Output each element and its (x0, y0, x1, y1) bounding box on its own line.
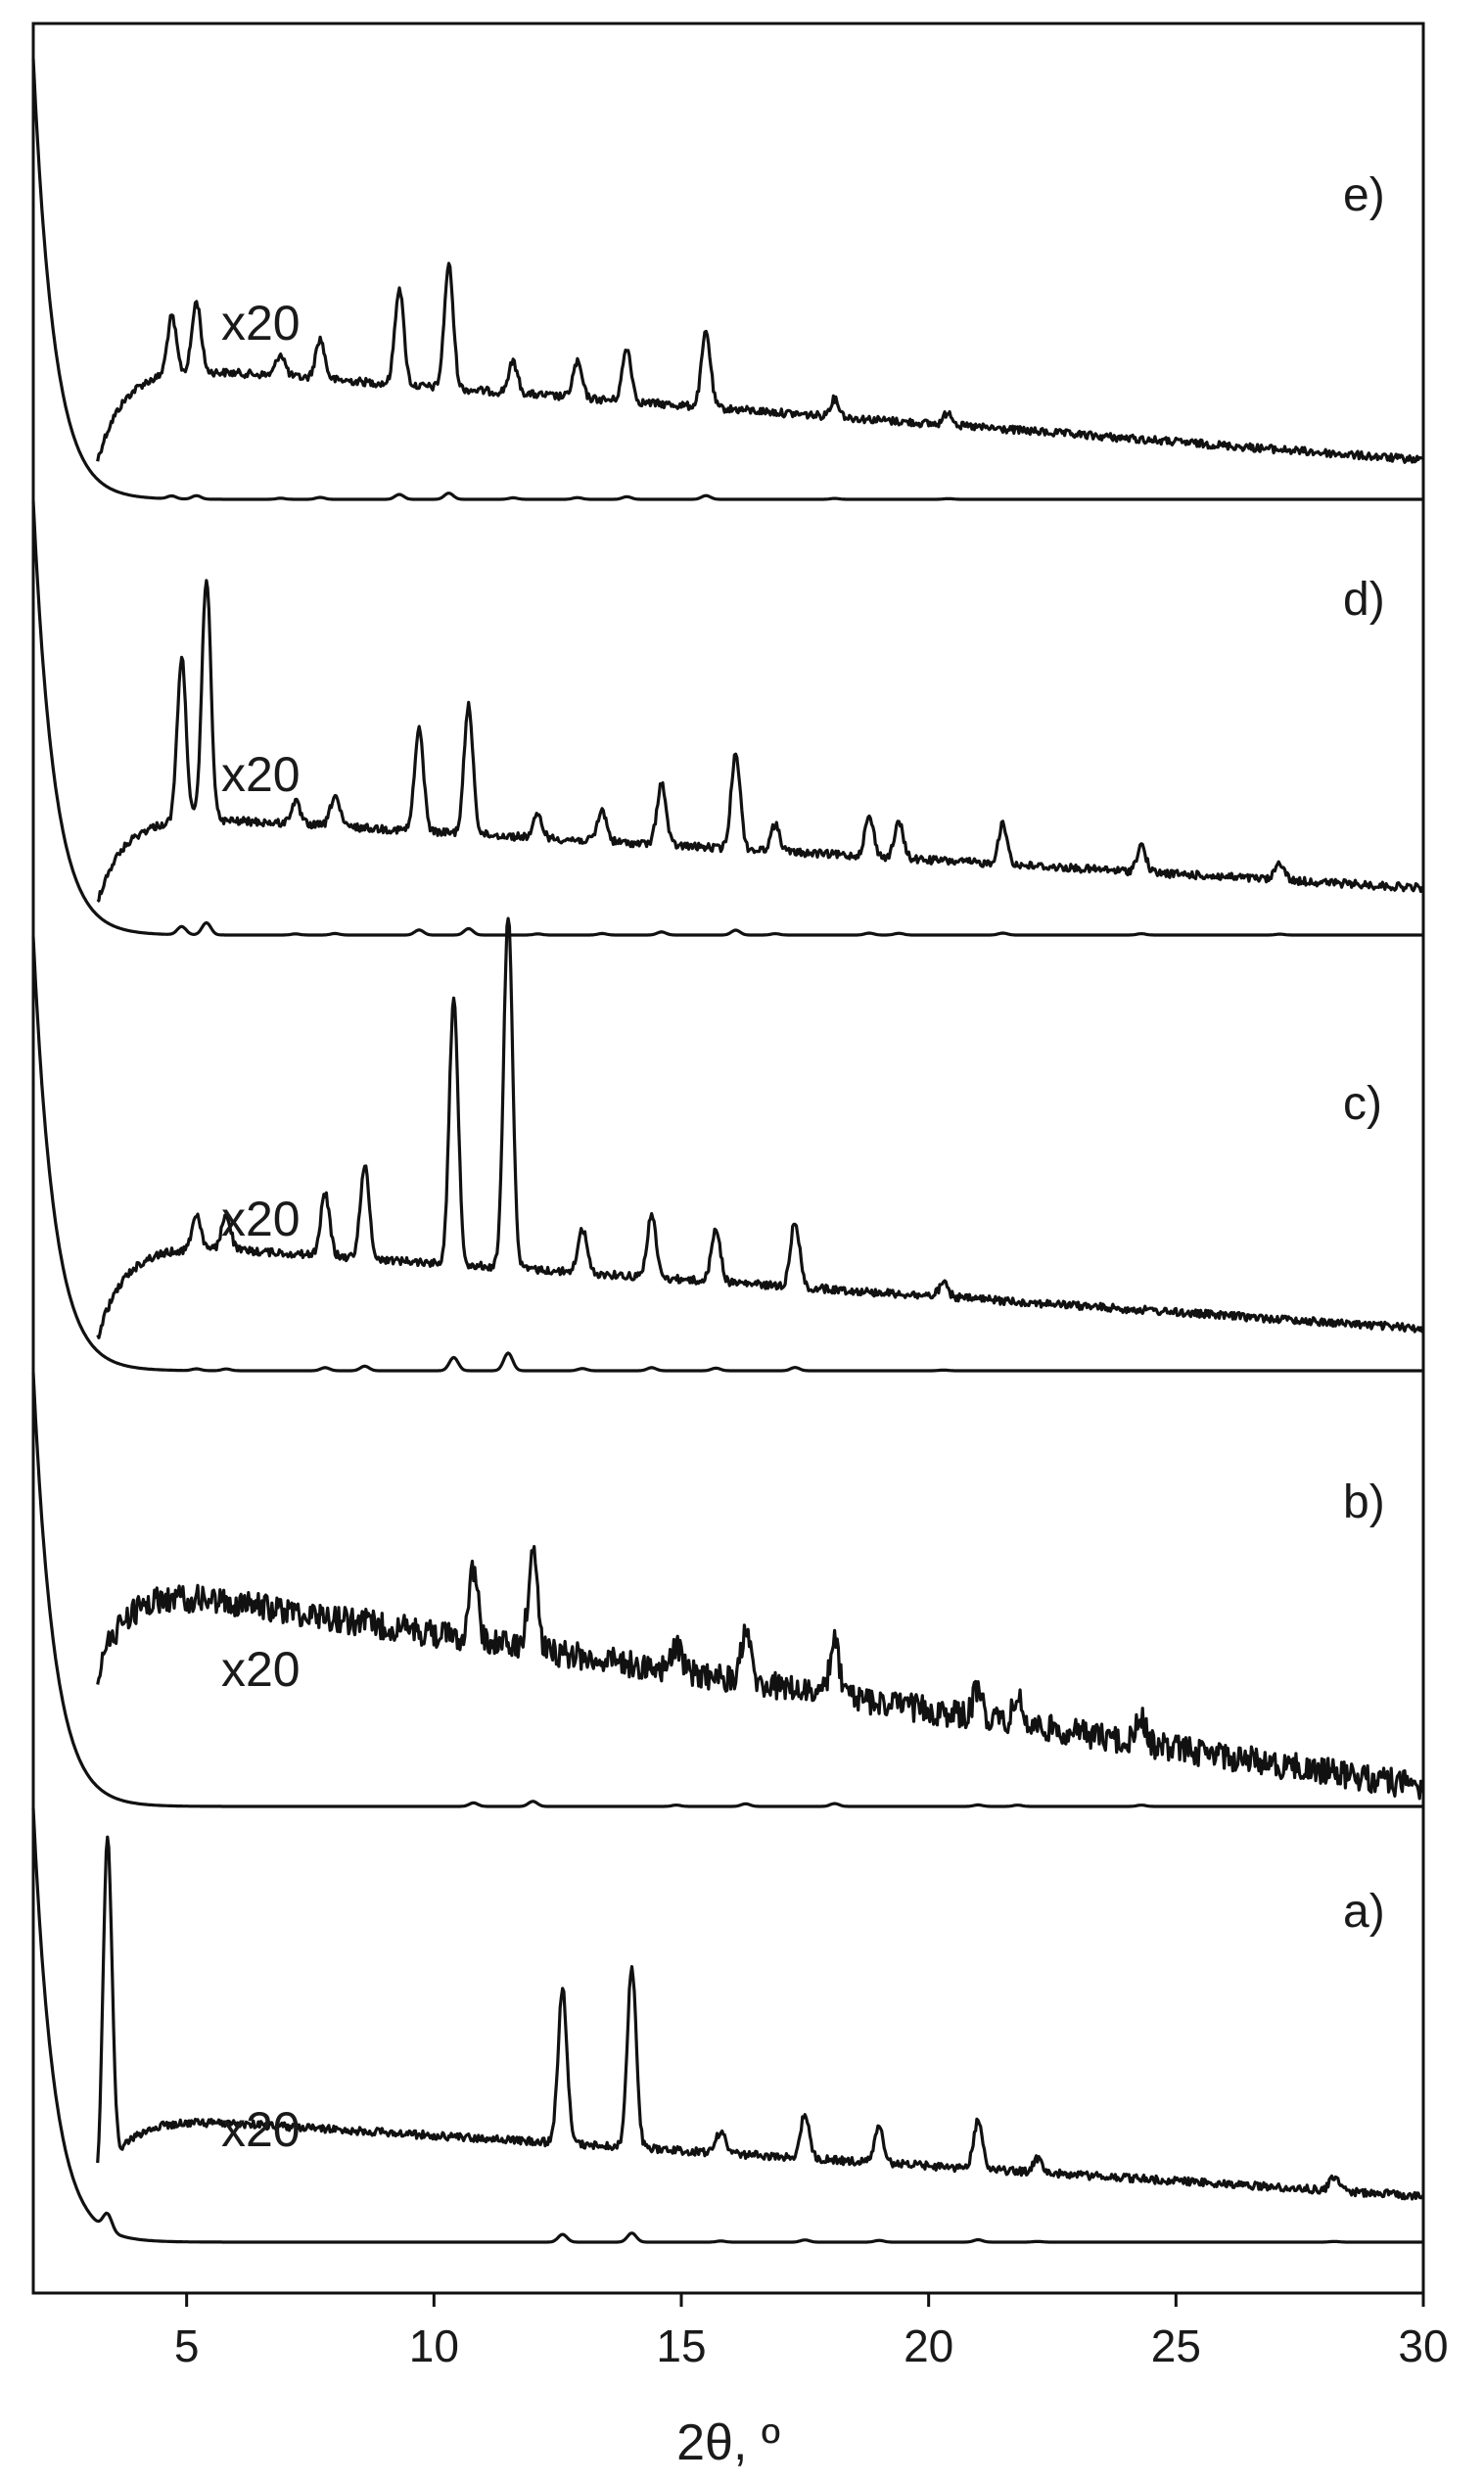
x-tick-label: 10 (409, 2320, 459, 2371)
x20-trace-b (96, 1544, 1425, 1801)
scale-factor-label: x20 (221, 1642, 301, 1697)
panel-label: d) (1343, 574, 1385, 626)
raw-trace-e (31, 58, 1423, 501)
plot-frame (31, 22, 1425, 2295)
traces-layer (31, 58, 1425, 2244)
x-tick-label: 30 (1398, 2320, 1448, 2371)
scale-factor-label: x20 (221, 1192, 301, 1246)
panel-label: e) (1343, 169, 1385, 221)
raw-trace-d (31, 500, 1423, 937)
x20-trace-c (96, 916, 1425, 1339)
x20-trace-e (96, 261, 1425, 464)
x-tick-label: 5 (174, 2320, 200, 2371)
scale-factor-label: x20 (221, 2102, 301, 2157)
x-axis: 5 10 15 20 25 30 (174, 2293, 1449, 2371)
labels-layer: e) x20 d) x20 c) x20 b) x20 a) x20 (221, 169, 1385, 2157)
x20-trace-d (96, 579, 1424, 904)
panel-label: c) (1343, 1078, 1382, 1130)
raw-trace-c (31, 936, 1423, 1373)
x-tick-label: 25 (1151, 2320, 1201, 2371)
panel-label: a) (1343, 1886, 1385, 1938)
x-tick-label: 15 (656, 2320, 706, 2371)
scale-factor-label: x20 (221, 747, 301, 802)
scale-factor-label: x20 (221, 296, 301, 351)
raw-trace-a (31, 1807, 1423, 2244)
panel-label: b) (1343, 1476, 1385, 1528)
x20-trace-a (96, 1835, 1425, 2201)
x-tick-label: 20 (904, 2320, 953, 2371)
raw-trace-b (31, 1372, 1423, 1808)
x-axis-label: 2θ, º (676, 2414, 780, 2471)
